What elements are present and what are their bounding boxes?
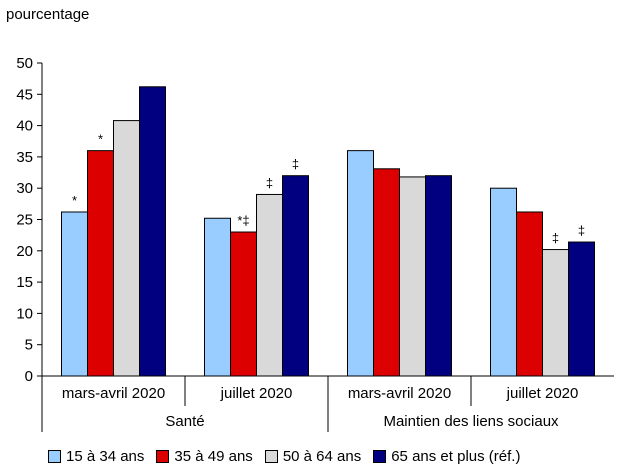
y-tick-label-1: 5 [25,337,33,354]
bar-2-3 [256,193,283,377]
bar-3-4 [425,175,452,377]
y-tick-label-6: 30 [16,180,33,197]
bar-mark-2-4: ‡ [292,157,299,172]
group-label-1: Santé [165,413,204,430]
y-tick-label-10: 50 [16,55,33,72]
bar-mark-2-3: ‡ [266,175,273,190]
bar-2-4 [282,175,309,377]
bar-mark-4-3: ‡ [552,231,559,246]
category-label-4: juillet 2020 [506,385,579,402]
bar-4-2 [516,211,543,377]
y-tick-label-2: 10 [16,305,33,322]
y-tick-label-4: 20 [16,243,33,260]
legend-label-3: 50 à 64 ans [282,448,362,465]
y-tick-label-9: 45 [16,86,33,103]
bar-2-1 [204,217,231,377]
bar-4-1 [490,187,517,377]
legend-swatch-4 [373,450,387,463]
legend-item-3: 50 à 64 ans [264,448,362,465]
bar-3-2 [373,168,400,377]
bar-1-4 [139,86,166,377]
legend-swatch-3 [264,450,278,463]
legend-swatch-1 [48,450,61,463]
legend-item-4: 65 ans et plus (réf.) [373,448,520,465]
legend-label-2: 35 à 49 ans [174,448,253,465]
category-label-3: mars-avril 2020 [348,385,451,402]
group-label-2: Maintien des liens sociaux [383,413,559,430]
y-axis-title: pourcentage [6,6,90,23]
bar-chart: 0 5 10 15 20 25 30 35 40 45 50 * * mars-avril 2020 *‡ ‡… [16,55,614,432]
bar-mark-1-1: * [72,193,77,208]
bar-1-3 [113,120,140,377]
legend: 15 à 34 ans 35 à 49 ans 50 à 64 ans 65 ans … [48,448,520,465]
bar-mark-1-2: * [98,132,103,147]
category-label-2: juillet 2020 [220,385,293,402]
legend-label-4: 65 ans et plus (réf.) [391,448,521,465]
legend-swatch-2 [156,450,170,463]
legend-label-1: 15 à 34 ans [66,448,145,465]
bar-1-1 [61,211,88,377]
y-tick-label-0: 0 [25,368,33,385]
y-tick-label-5: 25 [16,212,33,229]
y-tick-label-8: 40 [16,118,33,135]
bar-3-1 [347,150,374,377]
bar-4-4 [568,241,595,377]
bar-1-2 [87,150,114,377]
bar-mark-2-2: *‡ [237,213,249,228]
legend-item-1: 15 à 34 ans [48,448,144,465]
bar-3-3 [399,176,426,377]
y-tick-label-7: 35 [16,149,33,166]
y-tick-label-3: 15 [16,274,33,291]
legend-item-2: 35 à 49 ans [156,448,253,465]
bar-mark-4-4: ‡ [578,223,585,238]
bar-2-2 [230,231,257,377]
bar-4-3 [542,249,569,377]
category-label-1: mars-avril 2020 [62,385,165,402]
